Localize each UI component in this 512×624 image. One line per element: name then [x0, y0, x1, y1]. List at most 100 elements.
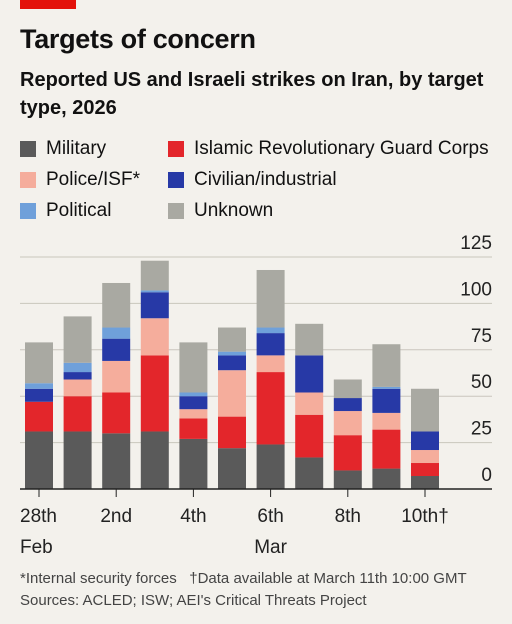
bar-segment-0-4: [25, 383, 53, 389]
bar-segment-3-4: [140, 290, 169, 293]
bar-segment-2-3: [102, 338, 131, 361]
footnotes: *Internal security forces †Data availabl…: [20, 568, 500, 612]
legend-item-police: Police/ISF*: [20, 169, 140, 191]
bar-segment-0-3: [25, 388, 53, 402]
bar-segment-5-1: [218, 416, 246, 449]
bar-segment-9-0: [372, 468, 401, 489]
bar-segment-3-0: [140, 431, 169, 489]
legend-item-political: Political: [20, 200, 111, 222]
bar-segment-9-3: [372, 388, 401, 413]
x-tick-sublabel-6: Mar: [254, 537, 287, 558]
x-tick-sublabel-0: Feb: [20, 537, 53, 558]
bar-segment-8-5: [333, 379, 362, 399]
bar-segment-1-1: [63, 396, 92, 432]
legend-label-police: Police/ISF*: [46, 169, 140, 190]
bar-segment-6-3: [256, 333, 285, 356]
y-tick-label-100: 100: [460, 279, 492, 300]
bar-segment-2-1: [102, 392, 131, 434]
bar-segment-3-3: [140, 292, 169, 319]
bar-segment-1-3: [63, 372, 92, 380]
bar-segment-8-3: [333, 398, 362, 412]
x-tick-label-8: 8th: [335, 506, 361, 527]
bar-segment-5-3: [218, 355, 246, 371]
bar-segment-9-2: [372, 412, 401, 430]
x-tick-label-4: 4th: [180, 506, 206, 527]
y-tick-label-50: 50: [471, 372, 492, 393]
legend-item-military: Military: [20, 138, 106, 160]
y-tick-label-0: 0: [481, 465, 492, 486]
legend-item-unknown: Unknown: [168, 200, 273, 222]
bar-segment-7-2: [295, 392, 324, 415]
chart-subtitle: Reported US and Israeli strikes on Iran,…: [20, 69, 484, 119]
bar-segment-5-0: [218, 448, 246, 489]
bar-segment-5-4: [218, 351, 246, 356]
bar-segment-4-0: [179, 438, 208, 489]
legend-label-civilian: Civilian/industrial: [194, 169, 337, 190]
bar-segment-10-5: [411, 388, 439, 432]
bar-segment-2-0: [102, 433, 131, 489]
bar-segment-5-5: [218, 327, 246, 352]
y-tick-label-125: 125: [460, 233, 492, 254]
bar-segment-6-4: [256, 327, 285, 334]
bar-segment-7-1: [295, 414, 324, 458]
bar-segment-8-1: [333, 435, 362, 471]
x-tick-label-10: 10th†: [401, 506, 449, 527]
bar-segment-1-4: [63, 362, 92, 373]
x-tick-label-2: 2nd: [100, 506, 132, 527]
bar-segment-9-5: [372, 344, 401, 387]
bar-segment-6-2: [256, 355, 285, 373]
bar-segment-8-0: [333, 470, 362, 489]
bar-segment-7-5: [295, 323, 324, 356]
bar-segment-4-4: [179, 392, 208, 397]
bar-segment-6-5: [256, 269, 285, 328]
bar-segment-5-2: [218, 370, 246, 417]
legend-swatch-police: [20, 172, 36, 188]
bar-segment-1-5: [63, 316, 92, 363]
footnote-isf: *Internal security forces: [20, 570, 177, 587]
legend-swatch-political: [20, 203, 36, 219]
bar-segment-9-1: [372, 429, 401, 469]
bar-segment-6-0: [256, 444, 285, 489]
legend-label-irgc: Islamic Revolutionary Guard Corps: [194, 138, 489, 159]
bar-segment-2-5: [102, 282, 131, 328]
bar-segment-0-5: [25, 342, 53, 384]
legend-swatch-civilian: [168, 172, 184, 188]
sources-line: Sources: ACLED; ISW; AEI's Critical Thre…: [20, 592, 367, 609]
bar-segment-4-5: [179, 342, 208, 393]
legend-swatch-unknown: [168, 203, 184, 219]
bar-segment-4-3: [179, 396, 208, 410]
bar-segment-0-1: [25, 401, 53, 432]
bar-segment-8-2: [333, 411, 362, 436]
bar-segment-7-0: [295, 457, 324, 489]
legend-swatch-military: [20, 141, 36, 157]
bar-segment-3-1: [140, 355, 169, 432]
bar-segment-3-2: [140, 318, 169, 356]
legend-swatch-irgc: [168, 141, 184, 157]
bar-segment-2-2: [102, 360, 131, 393]
bar-segment-4-1: [179, 418, 208, 439]
legend-label-unknown: Unknown: [194, 200, 274, 221]
bar-segment-1-0: [63, 431, 92, 489]
chart-title: Targets of concern: [20, 24, 256, 54]
bar-segment-1-2: [63, 379, 92, 397]
bar-segment-10-2: [411, 450, 439, 464]
bar-segment-0-0: [25, 431, 53, 489]
legend-label-military: Military: [46, 138, 107, 159]
bar-segment-4-2: [179, 409, 208, 419]
bar-segment-10-1: [411, 463, 439, 477]
bar-segment-10-3: [411, 431, 439, 451]
y-tick-label-25: 25: [471, 419, 492, 440]
y-tick-label-75: 75: [471, 326, 492, 347]
bar-segment-3-5: [140, 260, 169, 291]
bar-segment-7-3: [295, 355, 324, 393]
x-tick-label-0: 28th: [20, 506, 57, 527]
legend-label-political: Political: [46, 200, 112, 221]
footnote-data-time: †Data available at March 11th 10:00 GMT: [189, 570, 467, 587]
legend-item-civilian: Civilian/industrial: [168, 169, 337, 191]
brand-red-bar: [20, 0, 76, 9]
legend-item-irgc: Islamic Revolutionary Guard Corps: [168, 138, 489, 160]
bar-segment-10-0: [411, 476, 439, 489]
bar-segment-6-1: [256, 372, 285, 445]
x-tick-label-6: 6th: [257, 506, 283, 527]
